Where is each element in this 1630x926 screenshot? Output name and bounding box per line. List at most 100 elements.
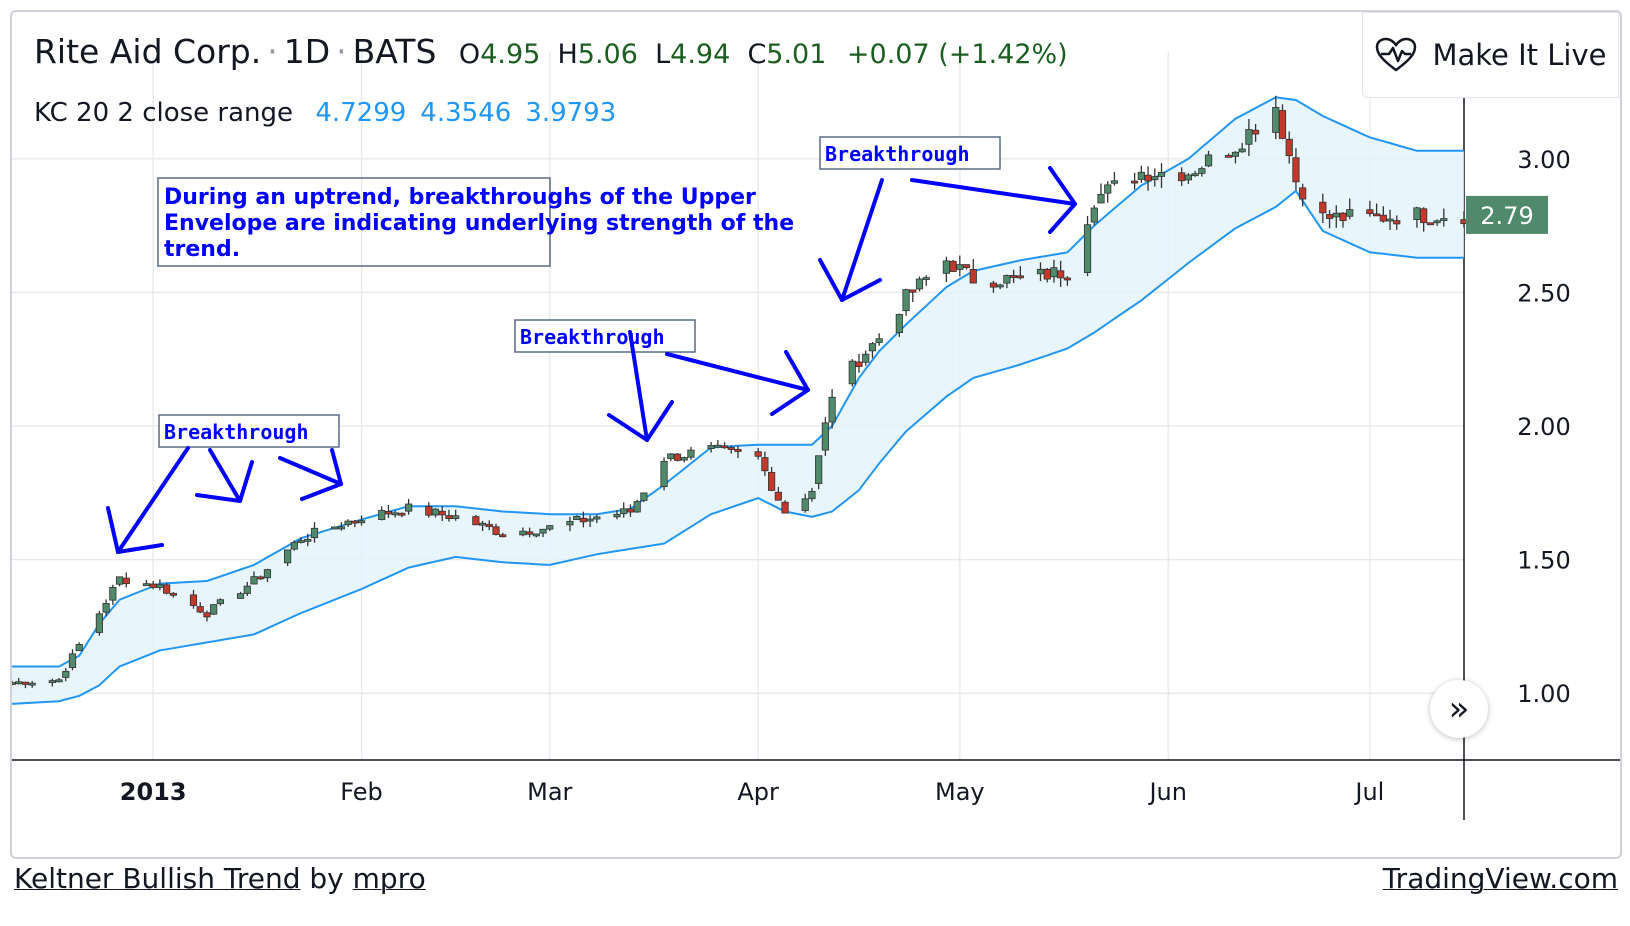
candle — [1191, 170, 1199, 177]
time-tick-label: Jul — [1353, 778, 1384, 806]
candle-body — [478, 522, 487, 526]
indicator-legend[interactable]: KC 20 2 close range 4.7299 4.3546 3.9793 — [34, 98, 616, 128]
candle-body — [492, 526, 500, 535]
candle-body — [660, 460, 668, 488]
candle-body — [526, 531, 534, 535]
candle-body — [1231, 151, 1240, 157]
scroll-to-realtime-button[interactable]: » — [1430, 680, 1488, 738]
exchange: BATS — [352, 32, 437, 71]
candle — [1238, 142, 1246, 153]
candle-body — [1332, 212, 1340, 218]
candle-body — [996, 284, 1004, 288]
candle — [734, 445, 742, 459]
candle-body — [1137, 171, 1145, 180]
brand-link[interactable]: TradingView.com — [1382, 862, 1618, 895]
candle — [55, 678, 63, 683]
price-chart[interactable]: 1.00 1.50 2.00 2.50 3.00 2013 Feb Mar Apr May Jun J… — [12, 12, 1620, 857]
breakthrough-label: Breakthrough — [825, 142, 970, 166]
candle-body — [62, 670, 70, 678]
candle-body — [949, 260, 957, 272]
candle — [250, 571, 258, 585]
candle-body — [546, 525, 554, 530]
candle — [1090, 205, 1098, 226]
candle-body — [391, 512, 399, 516]
candle-body — [169, 592, 177, 596]
candle — [1151, 168, 1159, 187]
candle — [452, 509, 460, 521]
candle — [1278, 104, 1287, 140]
candle-body — [149, 583, 157, 588]
candle-body — [1184, 174, 1192, 181]
candle — [539, 528, 547, 538]
candle — [203, 610, 211, 622]
candle — [815, 455, 823, 490]
candle — [586, 515, 594, 528]
candle — [1245, 119, 1253, 156]
note-line: During an uptrend, breakthroughs of the … — [164, 185, 756, 210]
candle-body — [539, 528, 547, 534]
candle — [1366, 200, 1374, 217]
annotation-arrowhead — [106, 506, 164, 554]
candle — [821, 417, 829, 456]
candle — [169, 592, 177, 598]
candle-body — [310, 527, 319, 539]
candle — [236, 591, 245, 599]
candle-body — [532, 533, 540, 537]
candle-body — [331, 526, 339, 530]
make-it-live-button[interactable]: Make It Live — [1362, 12, 1619, 98]
candle — [1426, 222, 1434, 226]
annotation-arrow — [910, 178, 1077, 206]
interval[interactable]: 1D — [283, 32, 331, 71]
candle-body — [1043, 268, 1051, 280]
candle-body — [687, 449, 695, 458]
author-link[interactable]: mpro — [352, 862, 426, 895]
candle-body — [216, 599, 224, 605]
candle-body — [163, 584, 171, 594]
annotation-arrow — [116, 446, 190, 554]
candle — [1339, 212, 1347, 228]
candle-body — [828, 396, 836, 423]
time-tick-label: 2013 — [120, 778, 187, 806]
candle-body — [1151, 176, 1159, 181]
candle-body — [989, 282, 998, 288]
candle-body — [1426, 222, 1434, 226]
idea-title-link[interactable]: Keltner Bullish Trend — [14, 862, 301, 895]
candle-body — [196, 606, 204, 613]
candle — [95, 610, 103, 636]
candle-body — [1063, 277, 1071, 281]
candle-body — [431, 508, 440, 516]
candle-body — [1325, 214, 1334, 219]
candle-body — [586, 518, 594, 522]
candle — [855, 353, 863, 373]
candle-body — [28, 682, 36, 686]
candle-body — [1057, 270, 1065, 279]
candle-body — [263, 569, 272, 579]
candle-body — [1198, 168, 1206, 174]
make-it-live-label: Make It Live — [1432, 38, 1607, 72]
candle — [1198, 166, 1206, 177]
candle-body — [122, 577, 130, 585]
candle-body — [727, 447, 735, 450]
symbol-name[interactable]: Rite Aid Corp. — [34, 32, 262, 71]
candle-body — [12, 682, 16, 685]
candle-body — [667, 453, 675, 459]
candle-body — [761, 457, 769, 472]
candle-body — [290, 542, 298, 550]
candle — [357, 515, 366, 526]
candle — [902, 288, 910, 316]
candle-body — [378, 509, 386, 520]
candle — [781, 500, 789, 514]
candle — [1083, 215, 1092, 277]
candle-body — [1386, 218, 1394, 222]
time-tick-label: Apr — [737, 778, 779, 806]
candle-body — [1278, 110, 1287, 139]
candle-body — [257, 576, 265, 580]
candle — [210, 604, 218, 615]
candle-body — [1319, 201, 1327, 214]
candle — [754, 447, 762, 460]
candle — [196, 602, 204, 613]
time-tick-label: May — [935, 778, 985, 806]
candle — [546, 525, 554, 532]
candle-body — [1157, 171, 1166, 177]
candle-body — [21, 681, 30, 685]
